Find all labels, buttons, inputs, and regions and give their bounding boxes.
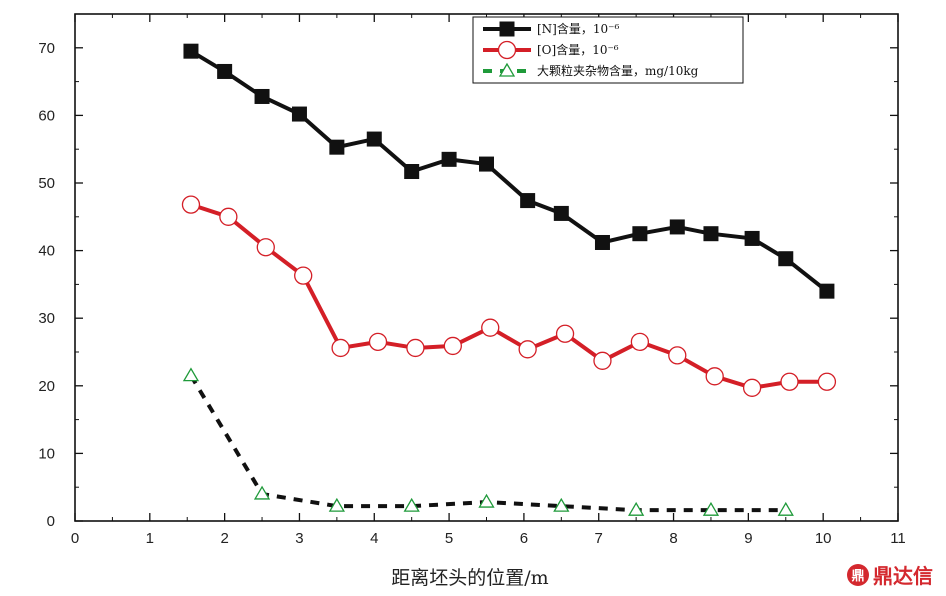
- data-point-circle: [219, 207, 238, 226]
- x-tick-label: 2: [220, 530, 228, 547]
- data-point-circle: [443, 336, 462, 356]
- data-point-square: [594, 234, 610, 250]
- data-point-circle: [294, 266, 313, 285]
- data-point-circle: [368, 332, 388, 352]
- data-point-square: [217, 63, 233, 79]
- watermark-text: 鼎达信: [873, 564, 933, 588]
- data-point-triangle: [777, 501, 794, 516]
- data-point-circle: [181, 195, 201, 214]
- chart-legend: [N]含量，10⁻⁶ [O]含量，10⁻⁶ 大颗粒夹杂物含量，mg/10kg: [472, 16, 744, 84]
- data-point-square: [744, 230, 760, 246]
- y-tick-label: 40: [38, 243, 55, 260]
- data-point-circle: [593, 351, 612, 370]
- data-point-circle: [668, 346, 687, 365]
- data-point-square: [404, 164, 420, 180]
- x-tick-label: 7: [595, 530, 603, 547]
- series-2: [181, 195, 837, 397]
- data-point-circle: [331, 338, 350, 358]
- series-1: [183, 43, 835, 299]
- data-point-circle: [518, 340, 537, 359]
- data-point-circle: [481, 318, 500, 337]
- y-tick-label: 30: [38, 310, 55, 327]
- data-point-triangle: [498, 62, 516, 77]
- data-point-triangle: [553, 497, 570, 512]
- y-tick-label: 50: [38, 175, 55, 192]
- series-line: [189, 49, 829, 293]
- series-3: [182, 367, 794, 516]
- x-tick-label: 6: [520, 530, 528, 547]
- legend-label: [N]含量，10⁻⁶: [537, 21, 619, 36]
- x-tick-label: 8: [669, 530, 677, 547]
- series-line: [190, 202, 827, 390]
- brand-watermark: 鼎 鼎达信: [847, 564, 933, 588]
- x-tick-label: 11: [890, 530, 906, 547]
- data-point-triangle: [628, 501, 645, 516]
- chart-series: [181, 43, 837, 516]
- x-tick-label: 5: [445, 530, 453, 547]
- svg-text:鼎: 鼎: [851, 569, 864, 584]
- data-point-square: [632, 226, 648, 242]
- y-tick-label: 60: [38, 107, 55, 124]
- legend-label: [O]含量，10⁻⁶: [537, 42, 619, 57]
- data-point-triangle: [702, 501, 720, 516]
- data-point-triangle: [478, 493, 495, 508]
- data-point-triangle: [328, 497, 345, 512]
- data-point-square: [778, 251, 794, 267]
- chart-axes: 0 1 2 3 4 5 6 7 8 9 10 11 0 10 20 30 40 50 60 70: [38, 13, 906, 547]
- x-axis-title: 距离坯头的位置/m: [391, 567, 548, 589]
- data-point-square: [441, 151, 457, 167]
- x-tick-label: 3: [295, 530, 303, 547]
- x-tick-label: 1: [146, 530, 154, 547]
- data-point-circle: [497, 40, 517, 60]
- x-tick-label: 10: [815, 530, 832, 547]
- data-point-circle: [630, 332, 650, 352]
- data-point-circle: [256, 238, 275, 257]
- data-point-circle: [705, 367, 724, 386]
- data-point-circle: [817, 372, 837, 391]
- data-point-square: [366, 131, 382, 147]
- data-point-triangle: [182, 367, 200, 382]
- data-point-triangle: [253, 485, 271, 500]
- y-tick-label: 10: [38, 445, 55, 462]
- x-tick-label: 4: [370, 530, 378, 547]
- x-tick-label: 9: [744, 530, 752, 547]
- data-point-circle: [555, 324, 575, 343]
- data-point-square: [254, 88, 270, 104]
- data-point-square: [819, 283, 835, 299]
- brand-logo-icon: [847, 564, 869, 586]
- data-point-circle: [742, 378, 762, 397]
- y-tick-label: 20: [38, 378, 55, 395]
- data-point-square: [520, 193, 536, 209]
- x-tick-label: 0: [71, 530, 79, 547]
- series-line: [189, 374, 786, 513]
- data-point-circle: [406, 338, 425, 358]
- data-point-square: [499, 21, 515, 37]
- data-point-square: [479, 156, 494, 172]
- data-point-triangle: [403, 497, 420, 512]
- data-point-circle: [780, 372, 799, 391]
- data-point-square: [669, 219, 685, 235]
- data-point-square: [183, 43, 199, 59]
- plot-frame: [74, 13, 899, 522]
- data-point-square: [703, 226, 719, 242]
- data-point-square: [291, 106, 307, 122]
- legend-label: 大颗粒夹杂物含量，mg/10kg: [537, 63, 699, 78]
- data-point-square: [329, 139, 345, 155]
- y-tick-label: 70: [38, 40, 55, 57]
- data-point-square: [553, 205, 569, 221]
- y-tick-label: 0: [47, 513, 55, 530]
